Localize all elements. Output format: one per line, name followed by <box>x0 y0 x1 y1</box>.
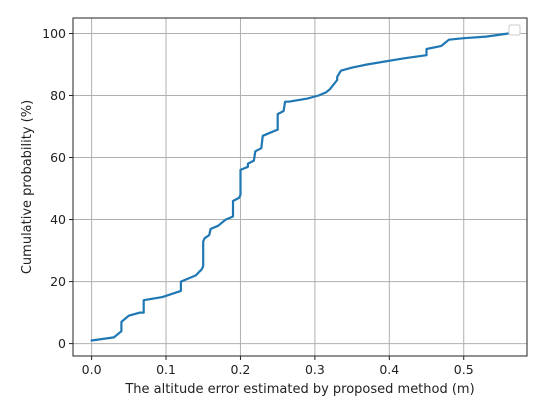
x-tick-label: 0.4 <box>379 362 399 377</box>
y-tick-label: 100 <box>42 26 66 41</box>
y-axis-label: Cumulative probability (%) <box>20 100 35 274</box>
x-axis-label: The altitude error estimated by proposed… <box>124 382 474 397</box>
ticks: 0.0 0.1 0.2 0.3 0.4 0.5 0 20 40 60 80 100 <box>42 26 474 377</box>
y-tick-label: 80 <box>50 88 66 103</box>
x-tick-label: 0.2 <box>231 362 251 377</box>
x-tick-label: 0.1 <box>156 362 176 377</box>
x-tick-label: 0.5 <box>454 362 474 377</box>
series-line-0 <box>90 32 510 342</box>
series-layer <box>90 32 510 342</box>
plot-frame <box>72 17 528 357</box>
y-tick-label: 40 <box>50 212 66 227</box>
x-tick-label: 0.0 <box>82 362 102 377</box>
y-tick-label: 20 <box>50 274 66 289</box>
legend-box <box>508 24 521 36</box>
grid <box>73 18 527 356</box>
x-tick-label: 0.3 <box>305 362 325 377</box>
y-tick-label: 60 <box>50 150 66 165</box>
y-tick-label: 0 <box>58 336 66 351</box>
